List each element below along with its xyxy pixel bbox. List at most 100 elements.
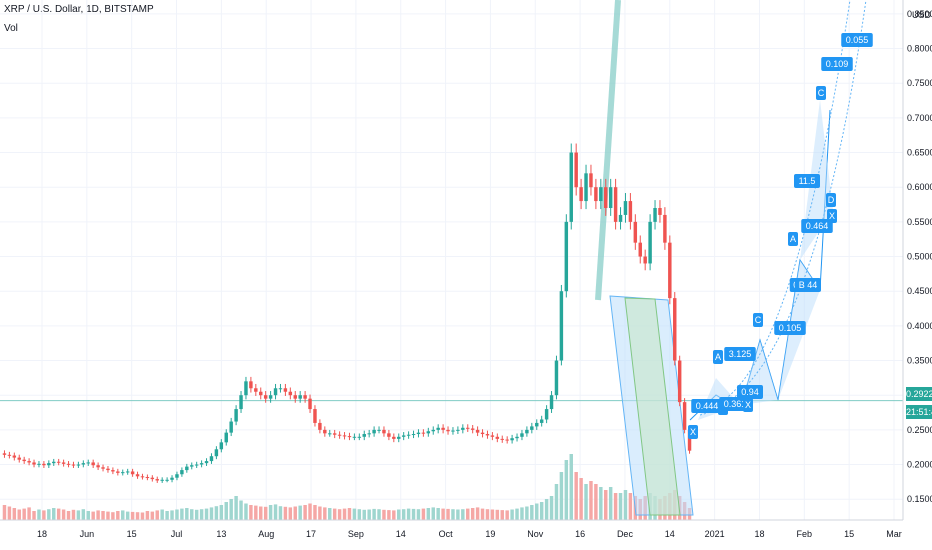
- candle-body: [298, 395, 302, 399]
- candle-body: [283, 388, 288, 392]
- candle-body: [406, 434, 411, 436]
- pattern-label-box: [753, 313, 763, 327]
- pattern-label-box: [743, 398, 753, 412]
- candle-body: [347, 436, 352, 438]
- pattern-label-box: [713, 350, 723, 364]
- volume-bar: [569, 454, 573, 520]
- candle-body: [623, 201, 628, 215]
- volume-bar: [150, 511, 155, 520]
- volume-bar: [278, 506, 283, 520]
- volume-bar: [382, 509, 386, 520]
- candle-body: [66, 463, 71, 465]
- pattern-label-box: [827, 209, 837, 223]
- x-tick-label: Jun: [80, 529, 95, 539]
- candle-body: [554, 360, 559, 396]
- pattern-label-box: [826, 193, 836, 207]
- volume-bar: [194, 509, 199, 520]
- pattern-label: 0.444: [696, 401, 719, 411]
- candle-body: [401, 435, 406, 437]
- volume-bar: [520, 507, 524, 520]
- y-tick-label: 0.75000: [907, 78, 932, 88]
- volume-bar: [273, 504, 278, 520]
- candle-body: [446, 429, 450, 432]
- volume-bar: [81, 509, 86, 520]
- x-tick-label: 19: [485, 529, 495, 539]
- volume-bar: [52, 508, 56, 520]
- candle-body: [175, 474, 179, 478]
- volume-bar: [426, 508, 431, 520]
- y-tick-label: 0.70000: [907, 113, 932, 123]
- candle-body: [32, 462, 36, 465]
- x-tick-label: 18: [37, 529, 47, 539]
- volume-bar: [160, 509, 164, 520]
- candle-body: [500, 438, 504, 440]
- pattern-label: 0.464: [806, 221, 829, 231]
- candle-body: [52, 461, 56, 464]
- volume-bar: [185, 508, 189, 520]
- candle-body: [332, 433, 337, 435]
- candle-body: [569, 152, 573, 222]
- candle-body: [81, 463, 86, 465]
- volume-bar: [618, 493, 623, 520]
- candle-body: [91, 462, 95, 466]
- grid-lines: [0, 0, 903, 520]
- volume-bar: [224, 502, 228, 520]
- candle-body: [244, 381, 248, 396]
- y-tick-label: 0.45000: [907, 286, 932, 296]
- volume-bar: [436, 508, 440, 520]
- volume-bar: [544, 499, 549, 520]
- pattern-label: C: [755, 315, 762, 325]
- volume-bars: [2, 454, 692, 520]
- candle-body: [613, 187, 618, 222]
- candle-body: [7, 454, 12, 456]
- candle-body: [475, 429, 480, 433]
- candle-body: [382, 429, 386, 434]
- candle-body: [663, 214, 667, 243]
- pattern-label-box: [794, 174, 820, 188]
- candle-body: [539, 419, 544, 423]
- currency-label: USD: [912, 10, 932, 20]
- volume-bar: [397, 509, 401, 520]
- y-tick-label: 0.25000: [907, 425, 932, 435]
- candle-body: [589, 173, 593, 188]
- countdown-tag: 21:51:44: [906, 405, 932, 419]
- pattern-label-box: [801, 219, 833, 233]
- volume-bar: [525, 506, 529, 520]
- volume-bar: [17, 509, 21, 520]
- volume-bar: [535, 503, 539, 520]
- candle-body: [628, 201, 633, 222]
- volume-bar: [579, 478, 583, 520]
- volume-bar: [539, 502, 544, 520]
- x-tick-label: 16: [575, 529, 585, 539]
- candle-body: [165, 479, 169, 481]
- volume-bar: [406, 508, 411, 520]
- x-tick-label: Mar: [886, 529, 902, 539]
- volume-bar: [298, 505, 302, 520]
- volume-bar: [470, 508, 475, 520]
- volume-bar: [27, 507, 31, 520]
- candle-body: [530, 426, 534, 430]
- volume-bar: [451, 509, 455, 520]
- pattern-inner-channel: [624, 297, 681, 516]
- volume-bar: [308, 503, 312, 520]
- volume-bar: [199, 509, 204, 520]
- x-tick-label: 15: [844, 529, 854, 539]
- candle-body: [535, 422, 539, 427]
- volume-bar: [357, 509, 362, 520]
- pattern-label-box: [688, 425, 698, 439]
- chart-title: XRP / U.S. Dollar, 1D, BITSTAMP: [4, 4, 154, 15]
- candle-body: [362, 434, 366, 437]
- candle-body: [268, 395, 273, 399]
- candle-body: [411, 434, 416, 436]
- pattern-label-box: [737, 385, 763, 399]
- candle-body: [416, 432, 421, 435]
- volume-bar: [480, 508, 485, 520]
- candle-body: [263, 395, 268, 399]
- volume-bar: [500, 510, 504, 520]
- pattern-label: 3.125: [729, 349, 752, 359]
- pattern-label-box: [719, 397, 751, 411]
- candle-body: [259, 391, 263, 396]
- candle-body: [2, 453, 7, 455]
- candle-body: [249, 381, 253, 389]
